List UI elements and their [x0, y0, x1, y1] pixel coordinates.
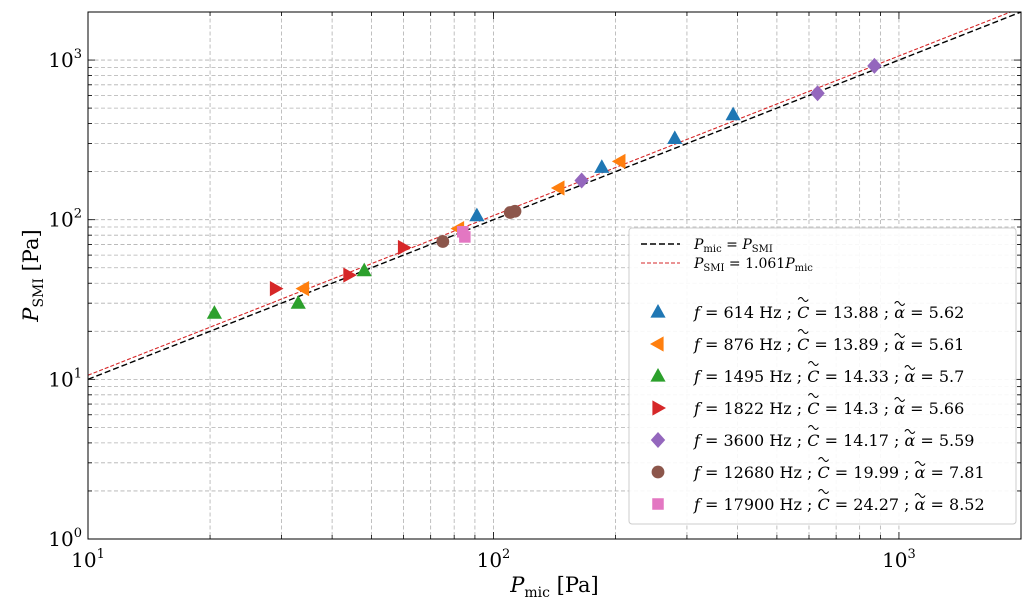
- point-series-3: [290, 295, 306, 309]
- tilde-accent: [914, 461, 926, 466]
- x-axis-label: Pmic [Pa]: [509, 573, 599, 601]
- tilde-accent: [818, 489, 829, 494]
- point-series-3: [206, 305, 223, 319]
- legend-series-label: f = 3600 Hz ; C = 14.17 ; α = 5.59: [693, 431, 974, 450]
- point-series-4: [343, 267, 357, 283]
- point-series-5: [867, 57, 882, 74]
- y-tick-label: 101: [48, 366, 82, 391]
- legend-series-label: f = 17900 Hz ; C = 24.27 ; α = 8.52: [693, 495, 985, 514]
- reference-lines: [88, 12, 1021, 381]
- tilde-accent: [904, 365, 916, 370]
- legend-marker: [650, 432, 666, 448]
- legend-marker: [652, 400, 666, 416]
- point-series-1: [469, 207, 485, 222]
- data-points: [206, 57, 882, 319]
- reference-line-2: [88, 12, 1013, 376]
- point-series-6: [508, 204, 522, 218]
- legend-series-label: f = 614 Hz ; C = 13.88 ; α = 5.62: [693, 303, 964, 322]
- x-tick-label: 102: [477, 547, 511, 572]
- point-series-4: [269, 281, 284, 297]
- point-series-5: [810, 85, 825, 102]
- tilde-accent: [818, 457, 829, 462]
- legend-marker: [650, 336, 664, 352]
- point-series-1: [667, 130, 683, 145]
- point-series-3: [356, 262, 372, 277]
- legend-line-label: Pmic = PSMI: [693, 237, 773, 255]
- tilde-accent: [894, 397, 906, 402]
- legend-marker: [652, 498, 664, 510]
- legend-series-label: f = 1495 Hz ; C = 14.33 ; α = 5.7: [693, 367, 964, 386]
- legend-series-label: f = 12680 Hz ; C = 19.99 ; α = 7.81: [693, 463, 985, 482]
- y-tick-label: 102: [48, 207, 82, 232]
- y-tick-label: 100: [48, 526, 82, 551]
- tilde-accent: [894, 301, 906, 306]
- x-tick-label: 101: [71, 547, 105, 572]
- legend-line-label: PSMI = 1.061Pmic: [693, 256, 813, 274]
- y-tick-label: 103: [48, 47, 82, 72]
- plot-frame: [87, 11, 1022, 540]
- point-series-2: [295, 281, 310, 297]
- axis-ticks: [87, 11, 1022, 540]
- legend-marker: [650, 368, 666, 382]
- point-series-1: [725, 106, 741, 121]
- tilde-accent: [894, 333, 906, 338]
- tilde-accent: [797, 329, 809, 334]
- tilde-accent: [914, 493, 926, 498]
- point-series-4: [397, 239, 412, 256]
- point-series-2: [550, 180, 565, 196]
- y-axis-label: PSMI [Pa]: [19, 229, 47, 322]
- point-series-1: [594, 159, 610, 173]
- legend-marker: [650, 304, 666, 318]
- tilde-accent: [807, 361, 819, 366]
- x-tick-label: 103: [882, 547, 916, 572]
- tilde-accent: [807, 393, 819, 398]
- tilde-accent: [807, 425, 819, 430]
- point-series-6: [436, 235, 450, 248]
- point-series-5: [574, 172, 589, 189]
- legend-marker: [651, 465, 665, 479]
- point-series-2: [611, 153, 626, 169]
- legend-series-label: f = 876 Hz ; C = 13.89 ; α = 5.61: [693, 335, 964, 354]
- tilde-accent: [797, 297, 809, 302]
- legend-box: [628, 227, 1017, 525]
- tilde-accent: [904, 429, 916, 434]
- legend-series-label: f = 1822 Hz ; C = 14.3 ; α = 5.66: [693, 399, 964, 418]
- reference-line-1: [88, 12, 1021, 381]
- point-series-7: [459, 231, 471, 243]
